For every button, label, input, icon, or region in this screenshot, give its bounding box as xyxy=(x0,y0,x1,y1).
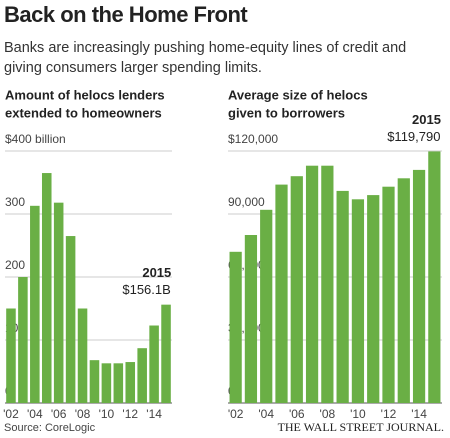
bar xyxy=(101,363,112,403)
bar xyxy=(125,362,136,403)
x-tick-label: '04 xyxy=(27,407,43,421)
page-subtitle: Banks are increasingly pushing home-equi… xyxy=(4,40,407,76)
x-tick-label: '04 xyxy=(258,407,274,421)
bar xyxy=(305,165,319,403)
x-tick-label: '08 xyxy=(320,407,336,421)
bar xyxy=(41,173,52,403)
bar xyxy=(18,277,28,403)
x-tick-label: '06 xyxy=(51,407,67,421)
bar xyxy=(77,308,88,403)
bar xyxy=(428,151,441,403)
y-tick-label: $400 billion xyxy=(5,132,66,146)
publisher: THE WALL STREET JOURNAL. xyxy=(278,420,444,434)
bar xyxy=(412,169,426,403)
source: Source: CoreLogic xyxy=(4,422,96,434)
y-tick-label: $120,000 xyxy=(228,132,278,146)
x-tick-label: '12 xyxy=(381,407,397,421)
y-tick-label: 300 xyxy=(5,195,25,209)
bar xyxy=(137,348,147,403)
x-tick-label: '10 xyxy=(99,407,115,421)
x-tick-label: '12 xyxy=(122,407,138,421)
bar xyxy=(6,308,16,403)
bar xyxy=(113,363,124,403)
chart-title: Amount of helocs lenders xyxy=(5,87,165,102)
x-tick-label: '02 xyxy=(228,407,244,421)
chart-title: Average size of helocs xyxy=(228,87,368,102)
bar xyxy=(382,186,395,403)
x-tick-label: '10 xyxy=(350,407,366,421)
x-tick-label: '14 xyxy=(411,407,427,421)
bar xyxy=(65,236,76,403)
x-tick-label: '02 xyxy=(3,407,19,421)
bar xyxy=(30,205,40,403)
bar xyxy=(260,209,273,403)
bar xyxy=(244,235,258,403)
bar xyxy=(351,199,365,403)
x-tick-label: '14 xyxy=(146,407,162,421)
x-tick-label: '08 xyxy=(75,407,91,421)
annotation: 2015 xyxy=(142,265,171,280)
bar xyxy=(321,165,334,403)
bar xyxy=(290,176,303,403)
bar xyxy=(397,178,410,403)
bar xyxy=(89,360,100,403)
bar xyxy=(336,190,349,403)
y-tick-label: 200 xyxy=(5,258,25,272)
annotation: 2015 xyxy=(412,112,441,127)
page-title: Back on the Home Front xyxy=(4,2,248,27)
x-tick-label: '06 xyxy=(289,407,305,421)
bar xyxy=(367,195,380,403)
bar xyxy=(275,184,288,403)
value-label: $156.1B xyxy=(122,282,170,297)
y-tick-label: 90,000 xyxy=(228,195,265,209)
bar xyxy=(53,202,64,403)
chart-title: given to borrowers xyxy=(228,105,345,120)
chart-title: extended to homeowners xyxy=(5,105,162,120)
value-label: $119,790 xyxy=(387,129,440,144)
bar xyxy=(161,304,171,403)
bar xyxy=(229,251,242,403)
bar xyxy=(149,325,159,403)
